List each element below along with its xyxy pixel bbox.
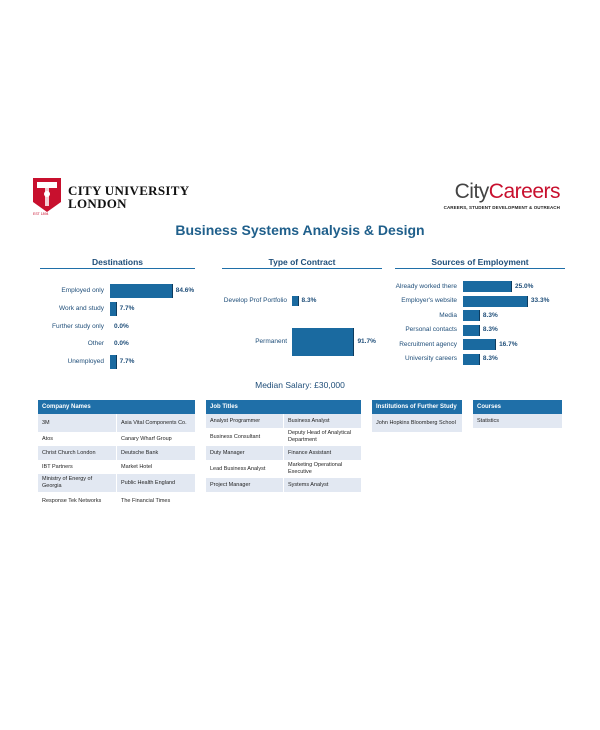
chart-category-label: Further study only (51, 322, 104, 330)
chart-category-label: Other (87, 340, 104, 348)
chart-value-label: 7.7% (119, 304, 135, 312)
company-names-table: Company Names 3M Asia Vital Components Co… (38, 400, 195, 510)
chart-category-label: Recruitment agency (399, 340, 457, 348)
table-cell: Deputy Head of Analytical Department (283, 428, 361, 446)
table-cell: Public Health England (116, 474, 195, 492)
chart-value-label: 33.3% (530, 297, 550, 304)
table-cell: John Hopkins Bloomberg School (372, 414, 462, 432)
university-crest-logo (33, 178, 61, 212)
table-cell: Asia Vital Components Co. (116, 414, 195, 432)
table-row: Response Tek Networks The Financial Times (38, 492, 195, 510)
chart-bar (463, 339, 497, 350)
table-cell: Deutsche Bank (116, 446, 195, 460)
chart-bar (110, 284, 173, 298)
sources-divider (395, 268, 565, 269)
table-row: IBT Partners Market Hotel (38, 460, 195, 474)
chart-bar (292, 296, 299, 306)
chart-value-label: 0.0% (114, 322, 129, 330)
university-name-line1: CITY UNIVERSITY (68, 183, 190, 198)
table-header: Institutions of Further Study (372, 400, 462, 414)
table-row: Lead Business Analyst Marketing Operation… (206, 460, 361, 478)
university-name-line2: LONDON (68, 196, 127, 211)
chart-category-label: Employed only (61, 287, 104, 294)
chart-value-label: 8.3% (301, 297, 317, 304)
table-cell: Market Hotel (116, 460, 195, 474)
table-cell: Canary Wharf Group (116, 432, 195, 446)
chart-bar (463, 324, 480, 336)
table-cell: Duty Manager (206, 446, 284, 460)
chart-category-label: Unemployed (67, 358, 105, 366)
table-cell: Project Manager (206, 478, 284, 492)
chart-value-label: 91.7% (357, 338, 376, 345)
sources-title: Sources of Employment (431, 257, 529, 267)
chart-category-label: Personal contacts (405, 326, 457, 333)
chart-bar (292, 328, 355, 356)
table-cell: Marketing Operational Executive (283, 460, 361, 478)
chart-value-label: 8.3% (482, 355, 498, 362)
chart-value-label: 8.3% (482, 326, 498, 333)
table-cell: Statistics (473, 414, 562, 428)
chart-category-label: Employer's website (401, 297, 457, 304)
chart-category-label: Permanent (255, 338, 287, 345)
chart-bar (110, 301, 117, 316)
table-row: Project Manager Systems Analyst (206, 478, 361, 492)
table-cell: Analyst Programmer (206, 414, 284, 428)
chart-category-label: Already worked there (395, 282, 457, 290)
table-cell: Systems Analyst (283, 478, 361, 492)
chart-value-label: 0.0% (114, 340, 129, 348)
table-row: Statistics (473, 414, 562, 428)
chart-bar (463, 310, 480, 321)
brand-city: City (454, 180, 490, 203)
brand-careers: Careers (488, 180, 561, 203)
job-titles-table: Job Titles Analyst Programmer Business An… (206, 400, 361, 492)
chart-value-label: 8.3% (482, 311, 498, 319)
table-cell: 3M (38, 414, 117, 432)
table-header: Company Names (38, 400, 195, 414)
city-careers-logo: CityCareers (454, 180, 561, 204)
table-cell: Ministry of Energy of Georgia (38, 474, 117, 492)
crest-caption: EST 1894 (33, 212, 49, 216)
chart-category-label: University careers (404, 355, 457, 362)
chart-bar (463, 353, 480, 365)
page-title: Business Systems Analysis & Design (175, 222, 425, 238)
chart-category-label: Media (439, 311, 457, 319)
university-name: CITY UNIVERSITY LONDON (68, 184, 189, 210)
table-cell: Response Tek Networks (38, 492, 117, 510)
table-row: Ministry of Energy of Georgia Public Heal… (38, 474, 195, 492)
contract-title: Type of Contract (268, 257, 336, 267)
table-header: Courses (473, 400, 562, 414)
destinations-title: Destinations (91, 257, 143, 267)
institutions-table: Institutions of Further Study John Hopki… (372, 400, 462, 432)
chart-bar (463, 281, 512, 292)
destinations-divider (40, 268, 195, 269)
table-row: Atos Canary Wharf Group (38, 432, 195, 446)
table-row: Duty Manager Finance Assistant (206, 446, 361, 460)
chart-bar (463, 295, 528, 307)
table-header: Job Titles (206, 400, 361, 414)
table-row: Analyst Programmer Business Analyst (206, 414, 361, 428)
table-row: 3M Asia Vital Components Co. (38, 414, 195, 432)
table-cell: Business Analyst (283, 414, 361, 428)
median-salary: Median Salary: £30,000 (255, 380, 345, 390)
table-cell: Business Consultant (206, 428, 284, 446)
table-cell: Atos (38, 432, 117, 446)
chart-value-label: 84.6% (175, 287, 195, 294)
chart-value-label: 16.7% (499, 340, 518, 348)
table-cell: Christ Church London (38, 446, 117, 460)
chart-category-label: Develop Prof Portfolio (223, 297, 287, 304)
brand-subtitle: CAREERS, STUDENT DEVELOPMENT & OUTREACH (443, 205, 560, 210)
chart-value-label: 7.7% (119, 358, 135, 366)
table-cell: The Financial Times (116, 492, 195, 510)
table-cell: Lead Business Analyst (206, 460, 284, 478)
courses-table: Courses Statistics (473, 400, 562, 428)
chart-category-label: Work and study (58, 304, 104, 312)
chart-bar (110, 355, 117, 370)
table-cell: Finance Assistant (283, 446, 361, 460)
contract-divider (222, 268, 382, 269)
table-row: Business Consultant Deputy Head of Analyt… (206, 428, 361, 446)
table-row: Christ Church London Deutsche Bank (38, 446, 195, 460)
table-row: John Hopkins Bloomberg School (372, 414, 462, 432)
chart-value-label: 25.0% (515, 282, 534, 290)
table-cell: IBT Partners (38, 460, 117, 474)
